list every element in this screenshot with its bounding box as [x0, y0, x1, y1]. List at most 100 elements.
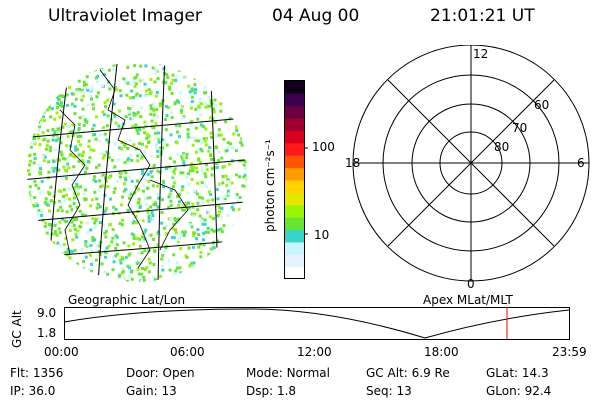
image-pixel [140, 235, 144, 239]
x-tick-2359: 23:59 [552, 345, 587, 359]
image-pixel [87, 70, 91, 74]
image-pixel [203, 101, 207, 105]
image-pixel [68, 224, 72, 228]
image-pixel [114, 86, 117, 90]
image-pixel [190, 225, 194, 229]
image-pixel [37, 208, 41, 212]
image-pixel [90, 250, 94, 253]
image-pixel [64, 250, 68, 254]
image-pixel [216, 81, 220, 85]
image-pixel [74, 188, 78, 192]
image-pixel [201, 222, 205, 226]
image-pixel [56, 127, 60, 131]
image-pixel [215, 134, 218, 138]
image-pixel [147, 219, 151, 223]
image-pixel [65, 62, 68, 66]
image-pixel [243, 195, 247, 199]
image-pixel [244, 217, 247, 221]
image-pixel [31, 119, 34, 122]
image-pixel [111, 167, 115, 170]
altitude-plot [63, 307, 570, 340]
image-pixel [197, 233, 201, 236]
image-pixel [179, 247, 183, 251]
image-pixel [31, 278, 35, 282]
image-pixel [160, 138, 164, 142]
image-pixel [70, 71, 74, 75]
image-pixel [52, 241, 56, 245]
image-pixel [196, 228, 200, 232]
image-pixel [77, 79, 81, 83]
image-pixel [225, 149, 229, 153]
image-pixel [56, 101, 60, 105]
image-pixel [130, 179, 134, 183]
image-pixel [243, 108, 247, 112]
image-pixel [189, 106, 193, 110]
image-pixel [123, 176, 127, 180]
image-pixel [41, 257, 45, 261]
image-pixel [184, 277, 188, 281]
image-pixel [104, 255, 107, 259]
image-pixel [212, 246, 216, 250]
colorbar-swatch [285, 155, 304, 169]
image-pixel [65, 93, 69, 97]
image-pixel [222, 275, 226, 279]
image-pixel [62, 195, 65, 198]
image-pixel [239, 116, 243, 120]
image-pixel [208, 76, 212, 80]
image-pixel [94, 258, 98, 262]
image-pixel [242, 175, 246, 179]
image-pixel [79, 220, 83, 224]
image-pixel [138, 94, 142, 98]
image-pixel [58, 199, 62, 203]
image-pixel [224, 240, 228, 244]
image-pixel [114, 207, 118, 211]
image-pixel [225, 94, 229, 98]
image-pixel [113, 114, 117, 118]
image-pixel [106, 98, 110, 102]
image-pixel [210, 72, 214, 76]
image-pixel [203, 222, 207, 226]
image-pixel [225, 85, 228, 89]
image-pixel [193, 212, 197, 216]
image-pixel [103, 132, 107, 136]
image-pixel [56, 137, 60, 141]
image-pixel [45, 77, 49, 80]
image-pixel [117, 109, 121, 113]
image-pixel [91, 236, 95, 239]
image-pixel [194, 88, 198, 91]
image-pixel [222, 165, 226, 168]
image-pixel [74, 97, 78, 101]
image-pixel [93, 133, 97, 136]
image-pixel [78, 116, 82, 120]
image-pixel [154, 94, 158, 98]
image-pixel [163, 118, 167, 121]
image-pixel [240, 81, 243, 85]
image-pixel [234, 249, 238, 253]
image-pixel [218, 210, 221, 214]
image-pixel [49, 199, 53, 203]
image-pixel [225, 236, 229, 240]
image-pixel [43, 86, 47, 90]
image-pixel [97, 139, 101, 143]
image-pixel [28, 251, 32, 255]
colorbar-tick-100: 100 [312, 140, 335, 154]
image-pixel [184, 65, 188, 69]
image-pixel [57, 98, 61, 101]
image-pixel [32, 204, 36, 208]
image-pixel [51, 128, 55, 131]
image-pixel [244, 269, 247, 273]
image-pixel [235, 114, 239, 118]
image-pixel [171, 78, 175, 82]
image-pixel [64, 237, 68, 241]
image-pixel [203, 74, 207, 78]
image-pixel [217, 271, 221, 275]
image-pixel [246, 110, 247, 114]
image-pixel [127, 274, 131, 278]
image-pixel [226, 145, 230, 149]
image-pixel [146, 186, 150, 190]
image-pixel [122, 189, 126, 193]
image-pixel [141, 169, 144, 172]
image-pixel [108, 87, 112, 91]
image-pixel [206, 104, 210, 108]
image-pixel [126, 264, 130, 268]
